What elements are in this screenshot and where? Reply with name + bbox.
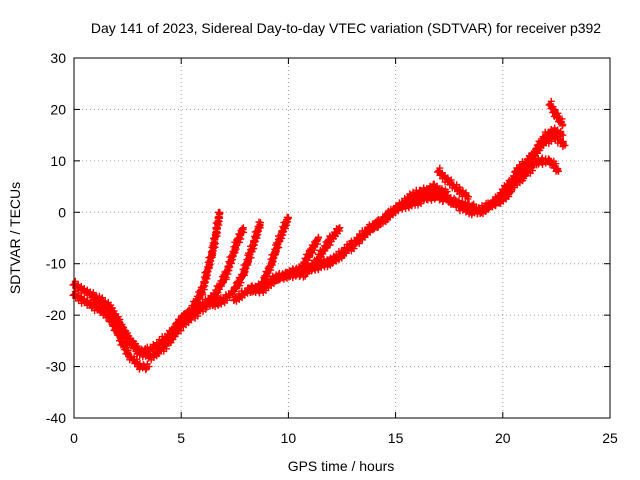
data-point-marker <box>314 234 322 242</box>
data-point-markers <box>232 225 248 250</box>
data-point-markers <box>340 233 365 260</box>
data-point-markers <box>326 224 344 246</box>
y-axis-label: SDTVAR / TECUs <box>7 182 23 294</box>
data-point-marker <box>239 224 247 232</box>
x-tick-label: 0 <box>70 430 78 446</box>
data-point-markers <box>90 293 115 321</box>
data-point-markers <box>322 248 346 271</box>
x-tick-label: 10 <box>281 430 297 446</box>
series-arc-17 <box>545 97 567 130</box>
data-point-marker <box>336 224 344 232</box>
series-arc-4 <box>151 208 224 351</box>
x-axis-label: GPS time / hours <box>288 458 395 474</box>
data-point-markers <box>212 271 230 300</box>
data-point-markers <box>305 233 322 260</box>
series-arc-13 <box>434 164 472 203</box>
y-tick-label: 10 <box>50 153 66 169</box>
series-arc-2 <box>69 288 153 374</box>
data-point-marker <box>561 141 569 149</box>
data-point-markers <box>108 310 130 339</box>
y-tick-label: -40 <box>46 410 66 426</box>
y-tick-label: 20 <box>50 101 66 117</box>
data-point-markers <box>239 245 257 279</box>
data-point-marker <box>145 363 153 371</box>
x-tick-label: 20 <box>495 430 511 446</box>
x-tick-label: 25 <box>602 430 618 446</box>
series-arc-6 <box>208 218 265 311</box>
tick-layer: 0 5 10 15 20 25 -40 -30 -20 -10 0 10 20 30 <box>46 50 618 446</box>
data-point-markers <box>121 329 142 356</box>
data-point-markers <box>247 218 264 256</box>
x-tick-label: 15 <box>388 430 404 446</box>
data-point-markers <box>545 155 562 175</box>
data-point-markers <box>267 235 284 269</box>
data-point-marker <box>464 193 472 201</box>
series-arc-15 <box>494 154 563 207</box>
data-point-markers <box>181 299 205 322</box>
data-point-marker <box>555 167 563 175</box>
data-layer <box>69 97 569 374</box>
data-point-markers <box>208 208 224 255</box>
series-arc-16 <box>511 129 569 176</box>
y-tick-label: -10 <box>46 256 66 272</box>
chart-title: Day 141 of 2023, Sidereal Day-to-day VTE… <box>91 20 601 36</box>
data-point-markers <box>357 219 382 244</box>
data-point-markers <box>550 130 567 151</box>
grid-layer <box>74 58 610 418</box>
y-tick-label: 30 <box>50 50 66 66</box>
plot-frame <box>73 57 611 419</box>
data-point-markers <box>197 243 217 297</box>
data-point-marker <box>284 213 292 221</box>
y-tick-label: 0 <box>58 204 66 220</box>
data-point-marker <box>257 219 265 227</box>
series-arc-5 <box>166 224 248 341</box>
x-tick-label: 5 <box>177 430 185 446</box>
y-tick-label: -30 <box>46 359 66 375</box>
data-point-marker <box>559 121 567 129</box>
y-tick-label: -20 <box>46 307 66 323</box>
data-point-marker <box>559 131 567 139</box>
data-point-marker <box>216 208 224 216</box>
